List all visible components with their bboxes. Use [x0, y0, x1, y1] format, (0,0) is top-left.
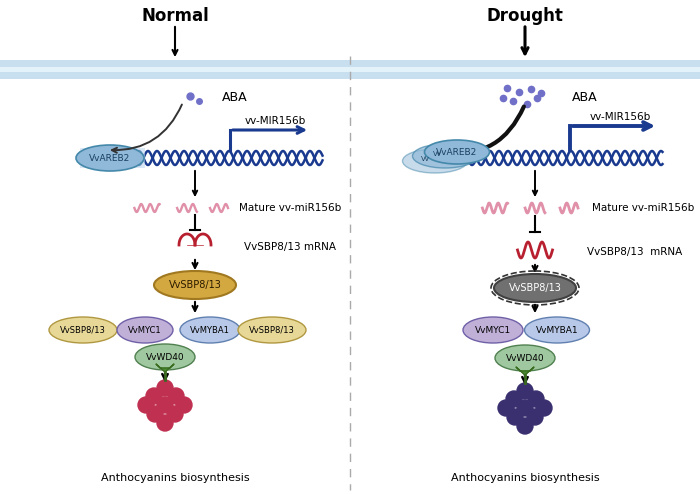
Ellipse shape: [117, 317, 173, 343]
Ellipse shape: [135, 344, 195, 370]
Text: VvMYC1: VvMYC1: [475, 326, 511, 334]
Ellipse shape: [154, 271, 236, 299]
Ellipse shape: [463, 317, 523, 343]
Ellipse shape: [412, 144, 477, 168]
Text: ABA: ABA: [222, 90, 248, 104]
Text: VvWD40: VvWD40: [146, 353, 184, 362]
Circle shape: [498, 400, 514, 416]
Ellipse shape: [495, 345, 555, 371]
Text: VvSBP8/13: VvSBP8/13: [249, 326, 295, 334]
Circle shape: [157, 380, 173, 396]
Text: Anthocyanins biosynthesis: Anthocyanins biosynthesis: [101, 473, 249, 483]
Text: VvMYC1: VvMYC1: [128, 326, 162, 334]
Circle shape: [176, 397, 192, 413]
Ellipse shape: [524, 317, 589, 343]
Text: VvSBP8/13: VvSBP8/13: [60, 326, 106, 334]
Circle shape: [157, 397, 173, 413]
Circle shape: [168, 388, 184, 404]
Text: VvAREB2: VvAREB2: [90, 154, 131, 163]
Text: Normal: Normal: [141, 7, 209, 25]
Circle shape: [147, 406, 163, 422]
Bar: [0, 60, 700, 67]
Text: VvSBP8/13 mRNA: VvSBP8/13 mRNA: [244, 242, 336, 252]
Ellipse shape: [180, 317, 240, 343]
Ellipse shape: [238, 317, 306, 343]
Text: Vv: Vv: [433, 151, 442, 157]
Ellipse shape: [402, 149, 468, 173]
Circle shape: [506, 391, 522, 407]
Bar: [0, 72, 700, 79]
Text: Mature vv-miR156b: Mature vv-miR156b: [592, 203, 694, 213]
Bar: [0, 67, 700, 72]
Text: VvMYBA1: VvMYBA1: [536, 326, 578, 334]
Circle shape: [517, 383, 533, 399]
Circle shape: [138, 397, 154, 413]
Polygon shape: [516, 367, 534, 375]
Ellipse shape: [49, 317, 117, 343]
Circle shape: [517, 418, 533, 434]
Text: VvSBP8/13  mRNA: VvSBP8/13 mRNA: [587, 247, 682, 257]
Circle shape: [517, 400, 533, 416]
Circle shape: [536, 400, 552, 416]
Ellipse shape: [424, 140, 489, 164]
Polygon shape: [156, 364, 174, 372]
Text: ABA: ABA: [572, 90, 598, 104]
Ellipse shape: [494, 274, 576, 302]
Circle shape: [167, 406, 183, 422]
Circle shape: [527, 409, 543, 425]
Bar: [80, 148, 145, 168]
Circle shape: [157, 415, 173, 431]
Text: Anthocyanins biosynthesis: Anthocyanins biosynthesis: [451, 473, 599, 483]
Text: Vv: Vv: [421, 156, 429, 162]
Circle shape: [507, 409, 523, 425]
Ellipse shape: [76, 145, 144, 171]
Text: Drought: Drought: [486, 7, 564, 25]
Text: vv-MIR156b: vv-MIR156b: [244, 116, 306, 126]
Text: VvAREB2: VvAREB2: [436, 148, 477, 157]
Text: VvSBP8/13: VvSBP8/13: [509, 283, 561, 293]
Circle shape: [146, 388, 162, 404]
Text: VvWD40: VvWD40: [505, 354, 545, 363]
Text: Mature vv-miR156b: Mature vv-miR156b: [239, 203, 341, 213]
Text: VvSBP8/13: VvSBP8/13: [169, 280, 221, 290]
FancyArrowPatch shape: [112, 105, 182, 153]
FancyArrowPatch shape: [447, 107, 524, 156]
Circle shape: [528, 391, 544, 407]
Text: vv-MIR156b: vv-MIR156b: [589, 112, 650, 122]
Text: VvMYBA1: VvMYBA1: [190, 326, 230, 334]
